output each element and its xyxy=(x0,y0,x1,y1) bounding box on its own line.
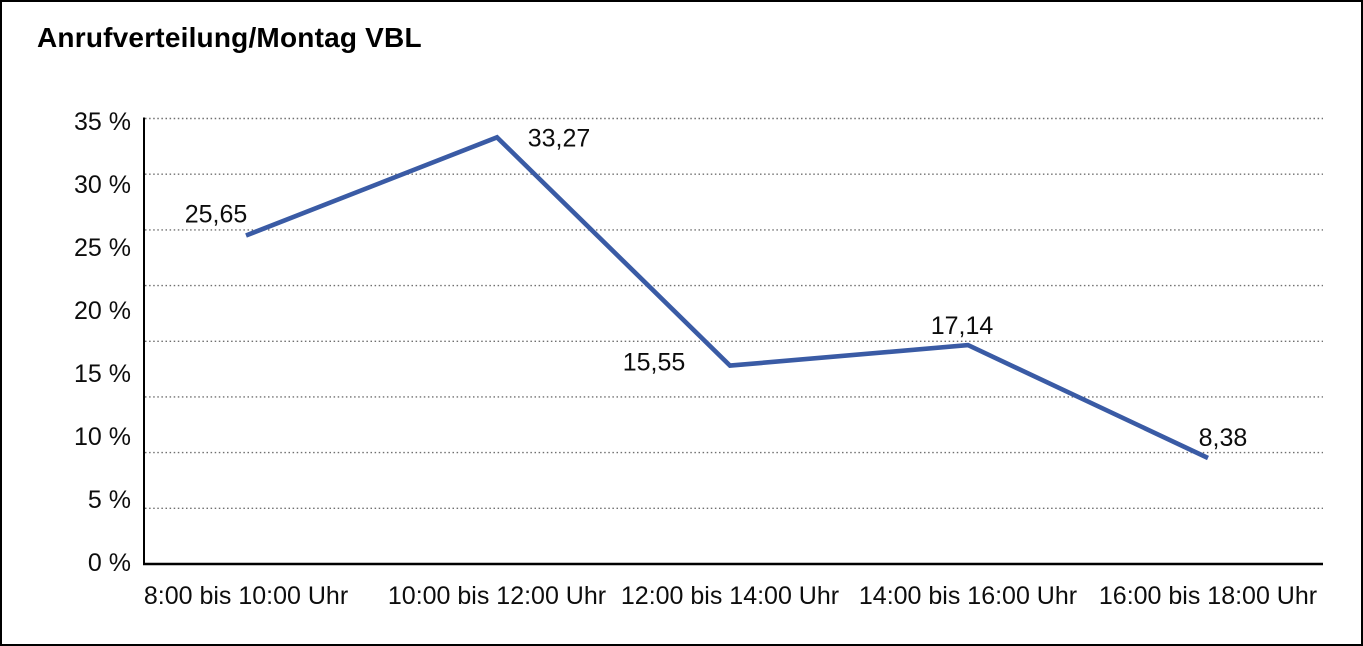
y-tick-label: 20 % xyxy=(74,297,131,325)
data-series xyxy=(245,134,1209,461)
value-label: 8,38 xyxy=(1199,424,1248,452)
x-tick-label: 16:00 bis 18:00 Uhr xyxy=(1099,582,1317,610)
y-tick-label: 15 % xyxy=(74,360,131,388)
axes xyxy=(143,117,1323,566)
value-labels: 25,65 33,27 15,55 17,14 8,38 xyxy=(185,124,1248,452)
x-axis-labels: 8:00 bis 10:00 Uhr 10:00 bis 12:00 Uhr 12:… xyxy=(144,582,1317,610)
x-tick-label: 8:00 bis 10:00 Uhr xyxy=(144,582,348,610)
x-tick-label: 10:00 bis 12:00 Uhr xyxy=(388,582,606,610)
x-tick-label: 14:00 bis 16:00 Uhr xyxy=(859,582,1077,610)
value-label: 17,14 xyxy=(931,312,994,340)
y-tick-label: 5 % xyxy=(88,486,131,514)
value-label: 33,27 xyxy=(528,124,591,152)
y-tick-label: 35 % xyxy=(74,108,131,136)
series-polyline xyxy=(245,134,1209,461)
chart-title: Anrufverteilung/Montag VBL xyxy=(37,22,422,53)
gridlines xyxy=(145,117,1323,509)
y-tick-label: 10 % xyxy=(74,423,131,451)
y-tick-label: 0 % xyxy=(88,549,131,577)
value-label: 15,55 xyxy=(623,349,686,377)
value-label: 25,65 xyxy=(185,201,248,229)
y-tick-label: 30 % xyxy=(74,171,131,199)
x-tick-label: 12:00 bis 14:00 Uhr xyxy=(621,582,839,610)
y-tick-label: 25 % xyxy=(74,234,131,262)
y-axis-labels: 35 % 30 % 25 % 20 % 15 % 10 % 5 % 0 % xyxy=(74,108,131,577)
